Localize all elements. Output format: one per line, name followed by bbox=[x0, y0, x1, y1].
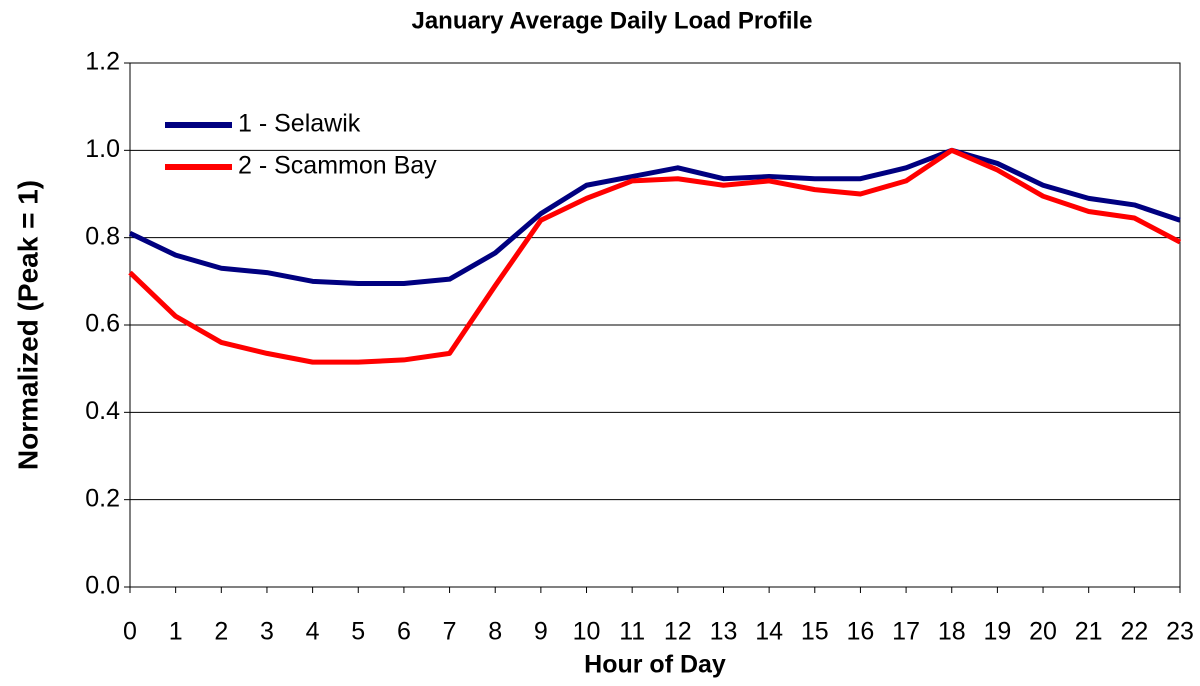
x-tick-label: 18 bbox=[938, 618, 966, 646]
y-tick-label: 0.0 bbox=[85, 572, 120, 600]
chart-title: January Average Daily Load Profile bbox=[411, 7, 812, 34]
x-tick-label: 17 bbox=[892, 618, 920, 646]
x-tick-label: 9 bbox=[534, 618, 548, 646]
x-tick-label: 20 bbox=[1029, 618, 1057, 646]
x-tick-label: 6 bbox=[397, 618, 411, 646]
x-tick-label: 2 bbox=[214, 618, 228, 646]
legend-label: 2 - Scammon Bay bbox=[238, 152, 437, 180]
y-axis-label: Normalized (Peak = 1) bbox=[12, 180, 43, 470]
x-tick-label: 10 bbox=[573, 618, 601, 646]
y-tick-label: 1.0 bbox=[85, 135, 120, 163]
x-tick-label: 14 bbox=[755, 618, 783, 646]
x-tick-label: 12 bbox=[664, 618, 692, 646]
x-tick-label: 22 bbox=[1120, 618, 1148, 646]
x-tick-label: 21 bbox=[1075, 618, 1103, 646]
y-tick-label: 0.6 bbox=[85, 310, 120, 338]
y-tick-label: 0.8 bbox=[85, 222, 120, 250]
x-tick-label: 3 bbox=[260, 618, 274, 646]
x-tick-label: 16 bbox=[847, 618, 875, 646]
x-tick-label: 1 bbox=[169, 618, 183, 646]
x-tick-label: 5 bbox=[351, 618, 365, 646]
x-tick-label: 23 bbox=[1166, 618, 1194, 646]
series-line bbox=[128, 147, 1181, 287]
y-tick-label: 0.4 bbox=[85, 397, 120, 425]
x-tick-label: 11 bbox=[619, 618, 645, 646]
x-tick-label: 15 bbox=[801, 618, 829, 646]
y-tick-label: 1.2 bbox=[85, 48, 120, 76]
x-tick-label: 13 bbox=[710, 618, 738, 646]
x-tick-label: 4 bbox=[306, 618, 320, 646]
x-tick-label: 19 bbox=[983, 618, 1011, 646]
x-tick-label: 7 bbox=[443, 618, 457, 646]
x-tick-label: 0 bbox=[123, 618, 137, 646]
x-axis-label: Hour of Day bbox=[584, 651, 726, 679]
series-line bbox=[128, 147, 1182, 365]
x-tick-label: 8 bbox=[488, 618, 502, 646]
y-tick-label: 0.2 bbox=[85, 484, 120, 512]
plot-frame bbox=[129, 62, 1181, 588]
legend-label: 1 - Selawik bbox=[238, 110, 361, 138]
